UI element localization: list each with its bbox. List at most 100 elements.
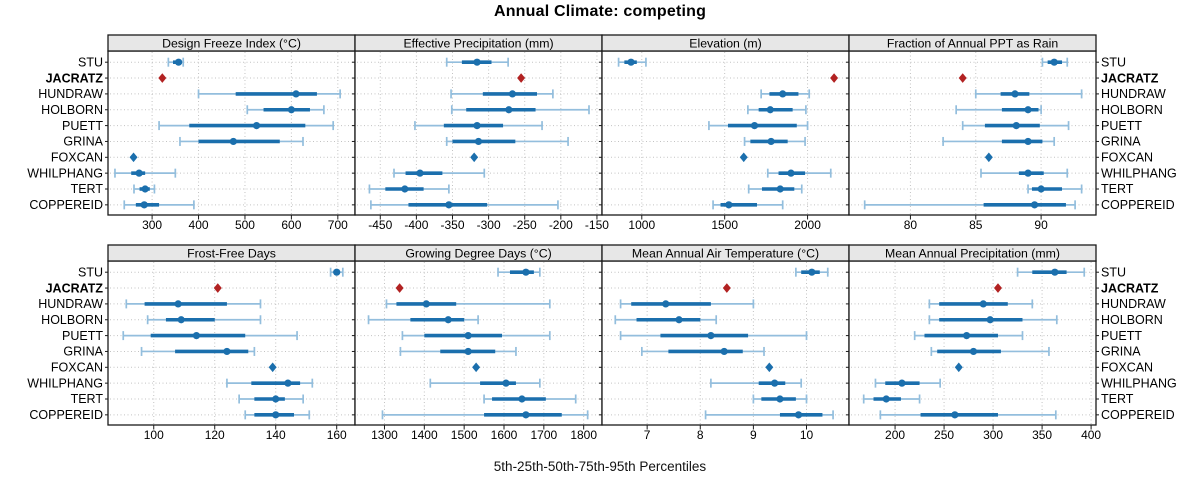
median-dot (502, 379, 510, 387)
median-dot (287, 106, 295, 114)
axis-tick-label: 90 (1034, 218, 1048, 232)
site-label-right: HOLBORN (1101, 313, 1163, 327)
site-label-right: JACRATZ (1101, 281, 1159, 295)
single-value-diamond (129, 152, 138, 163)
site-label-left: WHILPHANG (27, 166, 103, 180)
panel-3: Elevation (m) 1000 1500 2000 (599, 34, 852, 232)
site-label-right: WHILPHANG (1101, 166, 1177, 180)
median-dot (662, 300, 670, 308)
single-value-diamond (984, 152, 993, 163)
axis-tick-label: 400 (1081, 428, 1101, 442)
single-value-diamond (268, 362, 277, 373)
site-label-right: PUETT (1101, 119, 1142, 133)
site-label-right: HUNDRAW (1101, 87, 1166, 101)
median-dot (192, 332, 201, 340)
median-dot (174, 58, 183, 66)
single-value-diamond (765, 362, 774, 373)
median-dot (1050, 58, 1058, 66)
median-dot (401, 185, 409, 193)
highlight-diamond (517, 73, 526, 83)
axis-tick-label: -300 (477, 218, 501, 232)
median-dot (1051, 268, 1059, 276)
site-label-right: STU (1101, 55, 1126, 69)
highlight-diamond (722, 283, 731, 293)
axis-tick-label: 300 (983, 428, 1003, 442)
panel-2: Effective Precipitation (mm) -450 -400 -350… (352, 34, 609, 232)
median-dot (767, 137, 775, 146)
median-dot (508, 90, 517, 98)
site-label-left: HUNDRAW (38, 297, 103, 311)
median-dot (898, 379, 906, 387)
median-dot (1024, 106, 1032, 114)
median-dot (1012, 122, 1020, 130)
axis-tick-label: -400 (404, 218, 428, 232)
panel-background (108, 261, 355, 425)
panel-4: Fraction of Annual PPT as Rain 80 85 90 (846, 34, 1099, 232)
axis-tick-label: -200 (549, 218, 573, 232)
highlight-diamond (830, 73, 839, 83)
axis-tick-label: 250 (934, 428, 954, 442)
axis-tick-label: 1500 (451, 428, 478, 442)
median-dot (474, 137, 483, 146)
median-dot (518, 395, 526, 403)
axis-tick-label: -150 (585, 218, 609, 232)
site-label-right: GRINA (1101, 135, 1141, 149)
site-label-left: FOXCAN (51, 151, 103, 165)
median-dot (522, 268, 530, 276)
site-label-left: HOLBORN (41, 313, 103, 327)
median-dot (979, 300, 987, 308)
median-dot (779, 90, 787, 98)
site-label-left: WHILPHANG (27, 376, 103, 390)
site-label-left: TERT (71, 182, 104, 196)
site-label-left: STU (78, 55, 103, 69)
median-dot (707, 332, 715, 340)
median-dot (445, 201, 453, 209)
median-dot (252, 122, 261, 130)
axis-tick-label: 500 (235, 218, 255, 232)
median-dot (1030, 201, 1039, 209)
panel-1: Design Freeze Index (°C) 300 400 500 600 700 (105, 34, 358, 232)
median-dot (522, 411, 530, 419)
median-dot (882, 395, 890, 403)
single-value-diamond (739, 152, 748, 163)
median-dot (720, 347, 728, 356)
median-dot (284, 379, 292, 387)
axis-tick-label: 1500 (711, 218, 738, 232)
panel-7: Mean Annual Air Temperature (°C) 7 8 9 10 (599, 244, 852, 442)
median-dot (333, 268, 341, 276)
panel-background (355, 261, 602, 425)
median-dot (141, 185, 149, 193)
site-label-left: TERT (71, 392, 104, 406)
panel-6: Growing Degree Days (°C) 1300 1400 1500 1600… (352, 244, 605, 442)
site-label-left: FOXCAN (51, 361, 103, 375)
highlight-diamond (213, 283, 222, 293)
axis-tick-label: 350 (1032, 428, 1052, 442)
site-label-left: HUNDRAW (38, 87, 103, 101)
median-dot (444, 316, 452, 324)
single-value-diamond (472, 362, 481, 373)
panel-5: Frost-Free Days 100 120 140 160 (105, 244, 358, 442)
site-label-right: TERT (1101, 392, 1134, 406)
single-value-diamond (954, 362, 963, 373)
axis-tick-label: 1700 (530, 428, 557, 442)
site-label-left: PUETT (62, 119, 103, 133)
site-label-right: WHILPHANG (1101, 376, 1177, 390)
median-dot (725, 201, 733, 209)
median-dot (272, 411, 280, 419)
strip-header (848, 244, 1097, 262)
site-label-left: HOLBORN (41, 103, 103, 117)
axis-tick-label: 100 (144, 428, 164, 442)
median-dot (223, 347, 231, 356)
median-dot (794, 411, 803, 419)
axis-tick-label: 700 (328, 218, 348, 232)
site-label-right: COPPEREID (1101, 408, 1175, 422)
median-dot (464, 347, 472, 356)
axis-tick-label: -450 (368, 218, 392, 232)
percentile-caption: 5th-25th-50th-75th-95th Percentiles (493, 459, 707, 474)
axis-tick-label: 200 (885, 428, 905, 442)
median-dot (808, 268, 816, 276)
strip-title: Elevation (m) (689, 36, 761, 50)
median-dot (986, 316, 994, 324)
site-label-left: STU (78, 265, 103, 279)
median-dot (1024, 137, 1032, 146)
